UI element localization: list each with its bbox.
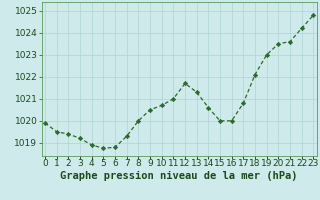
X-axis label: Graphe pression niveau de la mer (hPa): Graphe pression niveau de la mer (hPa) bbox=[60, 171, 298, 181]
